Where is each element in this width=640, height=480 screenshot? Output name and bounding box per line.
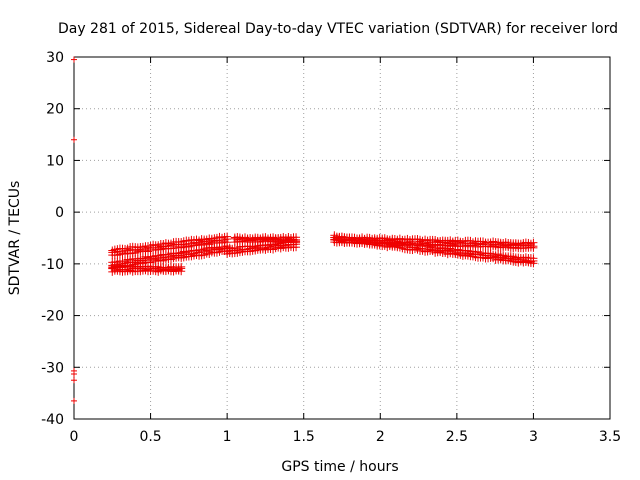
- plot-frame: [73, 56, 611, 420]
- x-tick-label: 2: [376, 429, 385, 445]
- points-layer: [71, 56, 538, 404]
- outlier-point: [71, 377, 77, 384]
- x-tick-label: 0: [70, 429, 79, 445]
- data-point: [177, 262, 186, 271]
- outlier-point: [71, 371, 77, 378]
- outlier-point: [71, 136, 77, 143]
- y-tick-label: 30: [46, 50, 64, 66]
- ticks-layer: 0 0.5 1 1.5 2 2.5 3 3.5 -40 -30 -20 -10 0 10 20 30: [41, 50, 621, 445]
- x-tick-label: 1: [223, 429, 232, 445]
- x-tick-label: 0.5: [139, 429, 161, 445]
- data-point: [292, 233, 301, 242]
- chart-title: Day 281 of 2015, Sidereal Day-to-day VTE…: [58, 21, 618, 37]
- y-tick-label: -10: [41, 257, 64, 273]
- outlier-point: [71, 397, 77, 404]
- x-tick-label: 2.5: [446, 429, 468, 445]
- y-tick-label: 10: [46, 153, 64, 169]
- outlier-point: [71, 56, 77, 63]
- y-tick-label: -20: [41, 309, 64, 325]
- data-point: [529, 238, 538, 247]
- x-axis-label: GPS time / hours: [281, 459, 398, 475]
- y-tick-label: 20: [46, 102, 64, 118]
- x-tick-label: 3.5: [599, 429, 621, 445]
- x-tick-label: 3: [529, 429, 538, 445]
- data-point: [223, 232, 232, 241]
- data-point: [529, 254, 538, 263]
- y-tick-label: 0: [55, 205, 64, 221]
- y-axis-label: SDTVAR / TECUs: [7, 181, 23, 296]
- y-tick-label: -40: [41, 412, 64, 428]
- x-tick-label: 1.5: [293, 429, 315, 445]
- y-tick-label: -30: [41, 360, 64, 376]
